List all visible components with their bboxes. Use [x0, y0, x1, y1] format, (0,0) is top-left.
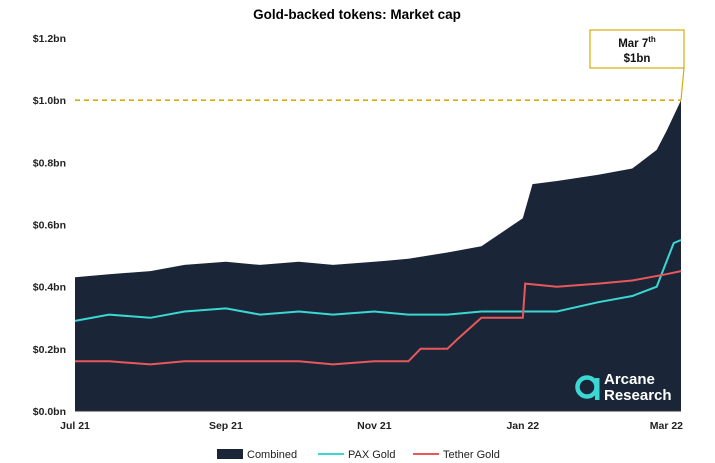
y-tick-label: $1.0bn: [33, 95, 66, 107]
legend-label: PAX Gold: [348, 449, 396, 461]
legend-item-combined: Combined: [217, 449, 297, 461]
arcane-research-logo: Arcane Research: [575, 371, 672, 404]
y-tick-label: $0.8bn: [33, 157, 66, 169]
callout-leader-line: [680, 67, 685, 101]
legend-item-tether-gold: Tether Gold: [413, 449, 500, 461]
x-tick-label: Jul 21: [60, 420, 90, 432]
series-line-tether-gold: [75, 270, 682, 366]
y-axis: $0.0bn $0.2bn $0.4bn $0.6bn $0.8bn $1.0bn $1.2…: [33, 33, 66, 418]
y-tick-label: $0.4bn: [33, 282, 66, 294]
x-tick-label: Nov 21: [357, 420, 392, 432]
legend-swatch: [217, 449, 243, 459]
callout-value: $1bn: [624, 53, 651, 65]
x-axis: Jul 21 Sep 21 Nov 21 Jan 22 Mar 22: [60, 410, 683, 432]
y-tick-label: $0.0bn: [33, 406, 66, 418]
logo-text-research: Research: [604, 387, 672, 404]
y-tick-label: $0.2bn: [33, 344, 66, 356]
logo-mark-stem: [595, 378, 600, 400]
series-line-pax-gold: [74, 239, 682, 322]
plot-area: [74, 100, 682, 411]
legend-label: Tether Gold: [443, 449, 500, 461]
chart-title: Gold-backed tokens: Market cap: [253, 7, 461, 22]
x-tick-label: Sep 21: [209, 420, 243, 432]
y-tick-label: $0.6bn: [33, 220, 66, 232]
logo-text-arcane: Arcane: [604, 371, 655, 388]
x-tick-label: Mar 22: [650, 420, 683, 432]
callout-box: [589, 29, 685, 69]
x-tick-label: Jan 22: [506, 420, 539, 432]
y-tick-label: $1.2bn: [33, 33, 66, 45]
series-area-combined: [75, 100, 681, 411]
legend: Combined PAX Gold Tether Gold: [217, 449, 500, 461]
legend-label: Combined: [247, 449, 297, 461]
legend-item-pax-gold: PAX Gold: [318, 449, 396, 461]
callout-date: Mar 7th: [618, 35, 656, 50]
